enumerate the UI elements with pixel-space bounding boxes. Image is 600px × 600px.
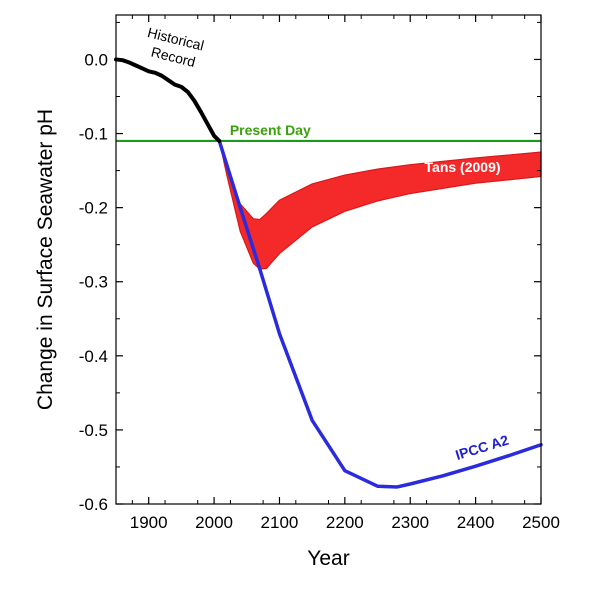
present-day-label: Present Day — [230, 122, 311, 138]
plot-area — [114, 57, 543, 489]
x-axis-title: Year — [307, 547, 349, 570]
series-historical-record-line — [114, 57, 222, 143]
x-tick-label: 2400 — [457, 513, 495, 532]
y-tick-label: -0.4 — [79, 347, 108, 366]
y-tick-label: -0.6 — [79, 495, 108, 514]
x-tick-label: 2000 — [195, 513, 233, 532]
axis-ticks: 1900 2000 2100 2200 2300 2400 2500 0.0 -0.1 -0.2 -… — [79, 15, 560, 532]
x-tick-label: 1900 — [130, 513, 168, 532]
historical-record-label: Historical Record — [142, 24, 210, 72]
y-tick-label: -0.1 — [79, 125, 108, 144]
tans-2009-label: Tans (2009) — [425, 159, 501, 175]
y-axis-title: Change in Surface Seawater pH — [34, 109, 57, 410]
x-tick-label: 2300 — [391, 513, 429, 532]
x-tick-label: 2200 — [326, 513, 364, 532]
y-tick-label: -0.5 — [79, 421, 108, 440]
y-tick-label: -0.3 — [79, 273, 108, 292]
y-tick-label: 0.0 — [84, 50, 108, 69]
x-tick-label: 2500 — [522, 513, 560, 532]
series-ipcc-a2-line — [217, 139, 543, 489]
x-tick-label: 2100 — [261, 513, 299, 532]
y-tick-label: -0.2 — [79, 199, 108, 218]
